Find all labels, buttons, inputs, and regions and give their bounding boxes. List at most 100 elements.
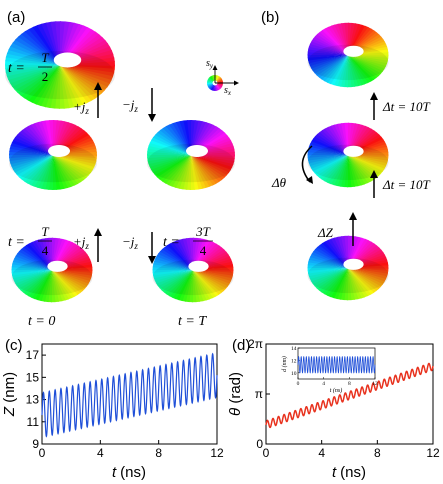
torus-segment <box>26 243 52 270</box>
torus-segment <box>60 65 106 94</box>
torus-segment <box>53 155 68 189</box>
torus-segment <box>337 236 348 268</box>
arrowhead <box>349 212 357 220</box>
torus-segment <box>193 270 217 299</box>
torus-segment <box>159 155 191 182</box>
torus-segment <box>183 120 191 155</box>
chart-d-inset: 0 4 8 12 10 12 14 d (nm) t (ns) <box>281 346 378 394</box>
inset-xtick-label: 12 <box>372 381 378 387</box>
torus-segment <box>17 65 60 96</box>
torus-segment <box>324 239 348 268</box>
t-zero-label: t = 0 <box>28 314 55 329</box>
torus-a-quarter <box>9 120 97 190</box>
torus-segment <box>311 268 348 285</box>
torus-segment <box>9 155 54 162</box>
torus-segment <box>22 270 52 295</box>
torus-segment <box>347 55 352 88</box>
torus-segment <box>20 65 60 99</box>
torus-segment <box>348 155 372 184</box>
torus-a-half <box>5 21 115 109</box>
torus-segment <box>311 251 348 268</box>
chart-c: 0 4 8 12 9 11 13 15 17 Z (nm) t (ns) <box>1 343 224 481</box>
torus-segment <box>16 155 53 178</box>
torus-segment <box>52 155 57 190</box>
torus-segment <box>50 21 60 65</box>
torus-segment <box>348 268 359 300</box>
torus-segment <box>52 270 86 292</box>
torus-segment <box>193 270 211 301</box>
torus-segment <box>19 129 53 155</box>
torus-segment <box>169 270 193 298</box>
torus-segment <box>193 270 219 297</box>
panel-label-d: (d) <box>232 337 250 354</box>
torus-segment <box>12 155 54 173</box>
torus-segment <box>348 55 362 87</box>
torus-segment <box>172 240 193 270</box>
torus-segment <box>341 122 348 155</box>
torus-segment <box>154 270 193 284</box>
torus-segment <box>330 237 348 268</box>
torus-shade <box>147 143 235 183</box>
torus-segment <box>28 26 60 65</box>
torus-segment <box>176 121 191 155</box>
torus-segment <box>9 154 53 159</box>
torus-segment <box>60 65 108 91</box>
torus-segment <box>45 120 53 155</box>
chart-c-xtick-label: 4 <box>97 446 104 460</box>
torus-segment <box>10 42 60 65</box>
torus-segment <box>159 127 191 155</box>
torus-segment <box>307 268 348 274</box>
torus-segment <box>348 55 379 79</box>
torus-segment <box>60 65 88 105</box>
torus-segment <box>348 268 362 300</box>
torus-segment <box>327 55 348 85</box>
torus-segment <box>193 270 204 302</box>
torus-segment <box>25 270 52 297</box>
torus-segment <box>319 242 348 268</box>
torus-hole <box>343 258 364 270</box>
torus-segment <box>41 238 52 270</box>
torus-segment <box>312 155 348 174</box>
torus-shade <box>307 44 389 81</box>
torus-segment <box>317 31 348 55</box>
inset-xtick-label: 8 <box>348 381 351 387</box>
torus-segment <box>21 246 52 270</box>
torus-segment <box>150 155 191 173</box>
torus-segment <box>52 270 59 303</box>
chart-d: 0 4 8 12 0 π 2π θ (rad) t (ns) 0 4 8 12 10 12 14 d (n… <box>227 337 440 481</box>
torus-segment <box>316 55 348 78</box>
torus-segment <box>52 270 76 299</box>
delta-t-bottom-label: Δt = 10T <box>382 177 431 192</box>
inset-xlabel: t (ns) <box>330 387 343 394</box>
torus-segment <box>154 155 191 178</box>
arrowhead <box>148 256 156 264</box>
torus-segment <box>52 270 70 301</box>
torus-segment <box>193 270 227 292</box>
t-full-label: t = T <box>178 314 207 329</box>
torus-segment <box>53 155 82 185</box>
torus-segment <box>348 55 377 81</box>
torus-segment <box>330 124 348 155</box>
torus-segment <box>348 55 366 86</box>
chart-d-series-line <box>265 362 434 429</box>
torus-segment <box>348 55 369 85</box>
torus-segment <box>311 138 348 155</box>
torus-segment <box>151 136 191 155</box>
torus-segment <box>348 268 355 301</box>
torus-segment <box>52 270 83 294</box>
torus-segment <box>165 155 191 186</box>
torus-segment <box>308 155 348 164</box>
torus-shade <box>11 259 93 296</box>
panel-b-annotations: Δt = 10T Δt = 10T ΔZ Δθ <box>271 92 431 246</box>
torus-segment <box>322 241 348 268</box>
torus-segment <box>322 128 348 155</box>
torus-segment <box>347 268 352 301</box>
panel-label-b: (b) <box>261 9 279 26</box>
torus-segment <box>308 155 348 166</box>
torus-segment <box>193 270 230 287</box>
torus-segment <box>319 29 348 55</box>
torus-segment <box>53 155 85 183</box>
torus-segment <box>348 55 374 82</box>
torus-segment <box>334 123 348 155</box>
